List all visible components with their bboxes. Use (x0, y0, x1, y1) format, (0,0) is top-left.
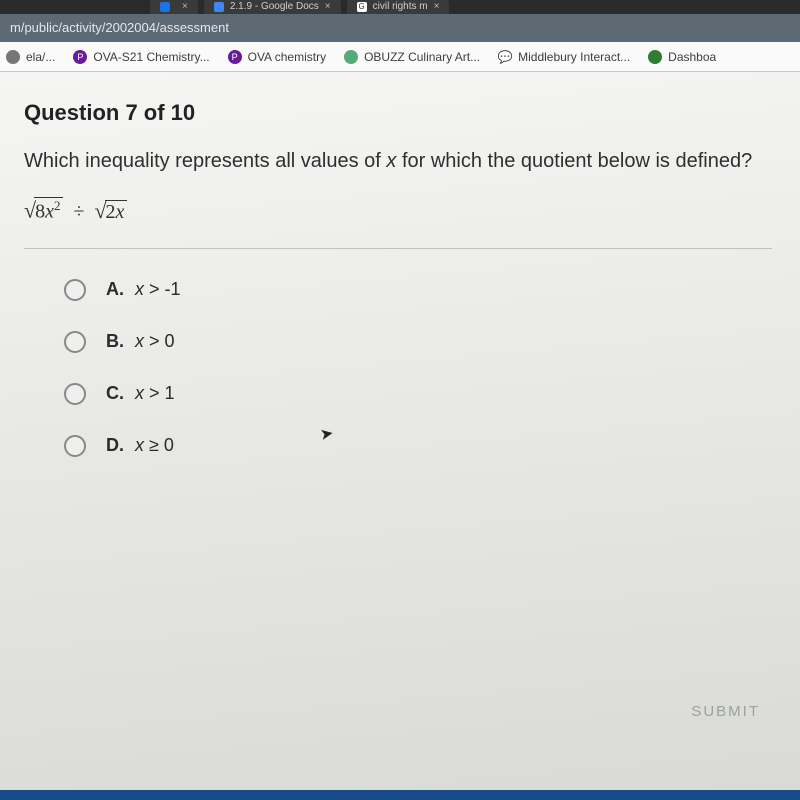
answer-option[interactable]: A. x > -1 (64, 279, 772, 301)
bookmark-favicon-icon (6, 50, 20, 64)
bookmark-item[interactable]: P OVA-S21 Chemistry... (73, 50, 209, 64)
answer-option[interactable]: D. x ≥ 0 (64, 435, 772, 457)
question-text: Which inequality represents all values o… (24, 148, 772, 175)
bookmark-item[interactable]: Dashboa (648, 50, 716, 64)
answer-option[interactable]: C. x > 1 (64, 383, 772, 405)
option-text: B. x > 0 (106, 331, 175, 352)
assessment-content: Question 7 of 10 Which inequality repres… (0, 72, 800, 792)
bookmark-label: Middlebury Interact... (518, 50, 630, 64)
url-bar[interactable]: m/public/activity/2002004/assessment (0, 14, 800, 42)
tab-favicon-icon (214, 2, 224, 12)
radio-icon[interactable] (64, 279, 86, 301)
bookmark-favicon-icon: P (73, 50, 87, 64)
answer-options: A. x > -1 B. x > 0 C. x > 1 D. x ≥ 0 (24, 279, 772, 457)
bookmark-favicon-icon (344, 50, 358, 64)
windows-taskbar (0, 790, 800, 800)
bookmark-favicon-icon (648, 50, 662, 64)
bookmarks-bar: ela/... P OVA-S21 Chemistry... P OVA chemist… (0, 42, 800, 72)
tab-close-icon[interactable]: × (182, 1, 188, 12)
option-text: A. x > -1 (106, 279, 181, 300)
radio-icon[interactable] (64, 383, 86, 405)
browser-tab[interactable]: Gcivil rights m × (347, 0, 450, 14)
bookmark-label: ela/... (26, 50, 55, 64)
question-title: Question 7 of 10 (24, 100, 772, 126)
tab-close-icon[interactable]: × (325, 1, 331, 12)
bookmark-label: OVA-S21 Chemistry... (93, 50, 209, 64)
divider (24, 248, 772, 249)
bookmark-item[interactable]: P OVA chemistry (228, 50, 326, 64)
bookmark-label: OBUZZ Culinary Art... (364, 50, 480, 64)
browser-tabbar: × 2.1.9 - Google Docs × Gcivil rights m × (0, 0, 800, 14)
bookmark-label: OVA chemistry (248, 50, 326, 64)
tab-label: 2.1.9 - Google Docs (230, 1, 319, 12)
tab-label: civil rights m (373, 1, 428, 12)
bookmark-item[interactable]: ela/... (6, 50, 55, 64)
tab-close-icon[interactable]: × (434, 1, 440, 12)
question-expression: √8x2 ÷ √2x (24, 197, 772, 224)
answer-option[interactable]: B. x > 0 (64, 331, 772, 353)
bookmark-favicon-icon: P (228, 50, 242, 64)
bookmark-item[interactable]: OBUZZ Culinary Art... (344, 50, 480, 64)
option-text: C. x > 1 (106, 383, 175, 404)
bookmark-favicon-icon: 💬 (498, 50, 512, 64)
bookmark-item[interactable]: 💬 Middlebury Interact... (498, 50, 630, 64)
option-text: D. x ≥ 0 (106, 435, 174, 456)
tab-favicon-icon: G (357, 2, 367, 12)
browser-tab[interactable]: × (150, 0, 198, 14)
radio-icon[interactable] (64, 435, 86, 457)
radio-icon[interactable] (64, 331, 86, 353)
bookmark-label: Dashboa (668, 50, 716, 64)
tab-favicon-icon (160, 2, 170, 12)
submit-button[interactable]: SUBMIT (691, 703, 760, 720)
browser-tab[interactable]: 2.1.9 - Google Docs × (204, 0, 341, 14)
